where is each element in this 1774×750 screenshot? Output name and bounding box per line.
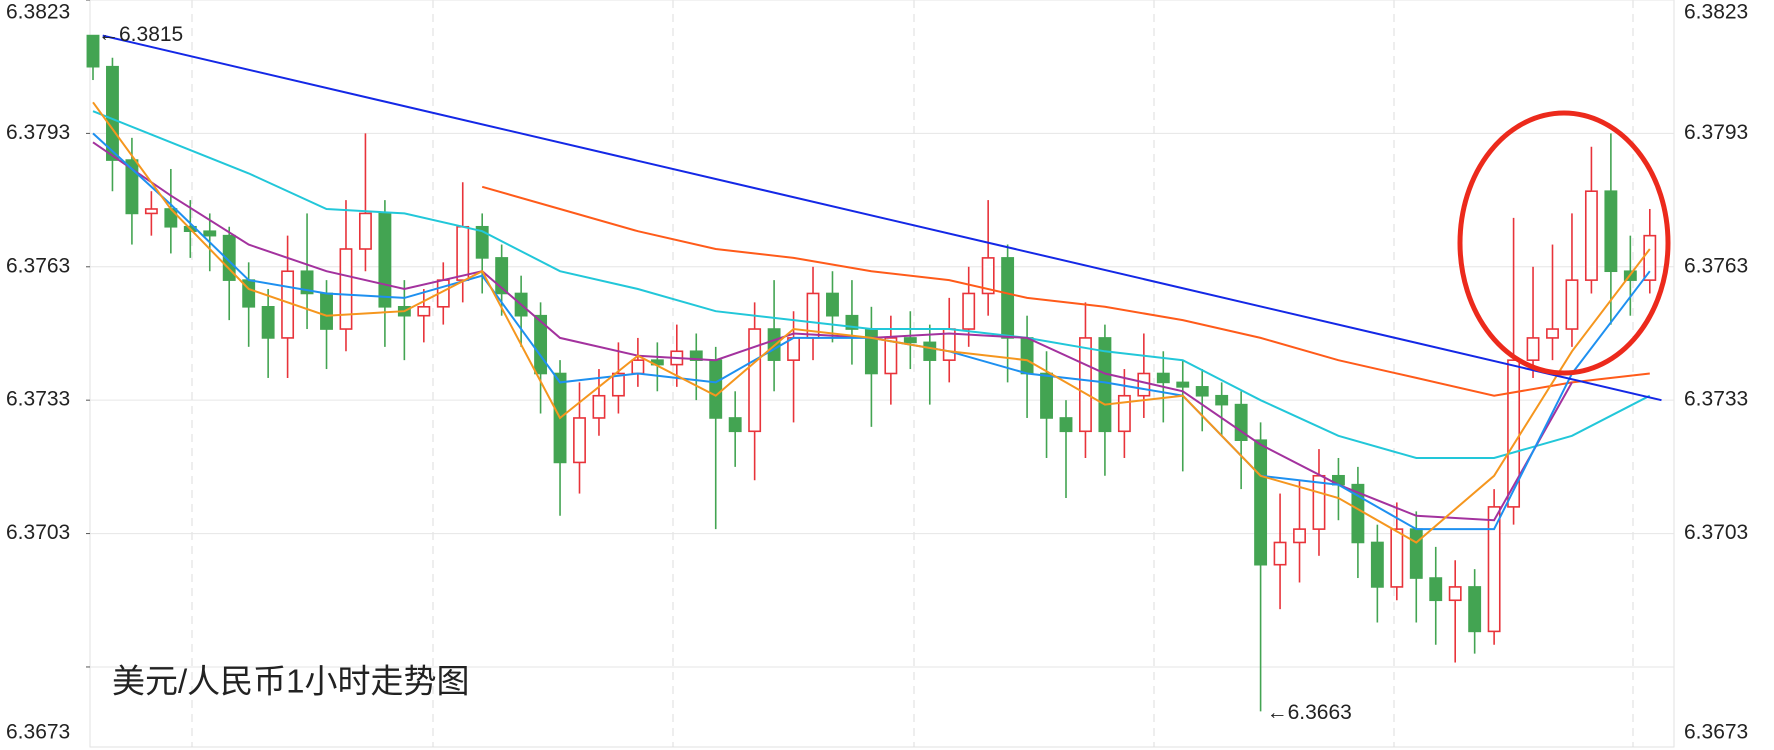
candle-body bbox=[1215, 394, 1229, 406]
grid bbox=[86, 0, 1674, 747]
candle-body bbox=[1584, 190, 1598, 281]
candle-body bbox=[748, 328, 762, 433]
line-series bbox=[481, 185, 1650, 397]
candle-body bbox=[1001, 257, 1015, 339]
candle-body bbox=[475, 225, 489, 259]
line-series bbox=[92, 101, 1651, 544]
candle-body bbox=[1448, 586, 1462, 602]
highlight-circle bbox=[1457, 110, 1671, 376]
y-tick-label-right: 6.3823 bbox=[1684, 1, 1748, 24]
candle-body bbox=[320, 292, 333, 330]
y-tick-label-left: 6.3673 bbox=[6, 721, 70, 744]
candle-body bbox=[1409, 528, 1423, 579]
candle-body bbox=[339, 248, 353, 330]
candle-body bbox=[358, 212, 372, 250]
candle-body bbox=[923, 341, 937, 361]
candle-body bbox=[1156, 372, 1170, 384]
candle-body bbox=[1370, 541, 1384, 588]
candle-body bbox=[1604, 190, 1618, 273]
max-annotation: ←6.3815 bbox=[98, 23, 183, 46]
candle-body bbox=[1273, 541, 1287, 566]
y-tick-label-right: 6.3793 bbox=[1684, 121, 1748, 144]
candle-body bbox=[1098, 337, 1112, 433]
candle-body bbox=[845, 314, 859, 330]
candle-body bbox=[86, 34, 100, 68]
candle-body bbox=[1040, 372, 1053, 419]
candle-body bbox=[1526, 337, 1540, 361]
chart-title: 美元/人民币1小时走势图 bbox=[112, 663, 470, 700]
candle-body bbox=[261, 306, 275, 339]
candle-body bbox=[1429, 577, 1443, 602]
candle-body bbox=[903, 337, 917, 344]
candle-body bbox=[456, 225, 470, 281]
candle-body bbox=[1293, 528, 1306, 544]
candle-body bbox=[534, 314, 548, 375]
plot-frame bbox=[89, 0, 1675, 748]
y-tick-label-right: 6.3703 bbox=[1684, 521, 1748, 544]
candle-body bbox=[826, 292, 839, 317]
y-tick-label-right: 6.3673 bbox=[1684, 721, 1748, 744]
candle-body bbox=[495, 257, 509, 295]
candle-body bbox=[573, 417, 586, 464]
y-tick-label-left: 6.3823 bbox=[6, 1, 70, 24]
candle-body bbox=[631, 359, 645, 375]
candle-body bbox=[417, 306, 431, 317]
y-tick-label-right: 6.3763 bbox=[1684, 254, 1748, 277]
candle-body bbox=[1195, 386, 1209, 397]
candle-body bbox=[1351, 483, 1365, 544]
candle-body bbox=[1234, 403, 1248, 441]
candle-body bbox=[728, 417, 742, 433]
candle-body bbox=[1390, 528, 1404, 588]
candle-body bbox=[1117, 394, 1131, 433]
marks bbox=[86, 34, 1662, 712]
candle-body bbox=[1137, 372, 1151, 397]
candle-body bbox=[689, 350, 703, 361]
candle-body bbox=[1546, 328, 1559, 339]
candle-body bbox=[864, 328, 878, 375]
y-tick-label-left: 6.3763 bbox=[6, 254, 70, 277]
candle-body bbox=[1487, 506, 1501, 633]
candle-body bbox=[144, 208, 158, 215]
candle-body bbox=[125, 159, 139, 215]
candle-body bbox=[884, 337, 898, 375]
candle-body bbox=[222, 234, 236, 281]
y-tick-label-right: 6.3733 bbox=[1684, 388, 1748, 411]
candle-body bbox=[592, 394, 606, 419]
min-annotation: ←6.3663 bbox=[1267, 701, 1352, 724]
candle-body bbox=[203, 230, 217, 237]
candle-body bbox=[1643, 234, 1657, 281]
candle-body bbox=[300, 270, 314, 295]
line-series bbox=[102, 34, 1662, 402]
candle-body bbox=[1254, 439, 1268, 566]
candle-body bbox=[1079, 337, 1092, 433]
y-tick-label-left: 6.3703 bbox=[6, 521, 70, 544]
y-tick-label-left: 6.3793 bbox=[6, 121, 70, 144]
line-series bbox=[92, 141, 1573, 522]
candle-body bbox=[709, 359, 723, 419]
candle-body bbox=[611, 372, 625, 397]
candle-body bbox=[962, 292, 976, 330]
candle-body bbox=[1059, 417, 1073, 433]
line-series bbox=[92, 110, 1651, 459]
candle-body bbox=[1507, 359, 1521, 508]
y-tick-label-left: 6.3733 bbox=[6, 388, 70, 411]
candle-body bbox=[1565, 279, 1579, 330]
candle-body bbox=[378, 212, 392, 308]
candle-body bbox=[164, 208, 178, 228]
candle-body bbox=[981, 257, 995, 295]
candle-body bbox=[1468, 586, 1482, 633]
candle-body bbox=[1020, 337, 1034, 375]
candle-body bbox=[1176, 381, 1190, 388]
candle-body bbox=[106, 65, 119, 161]
